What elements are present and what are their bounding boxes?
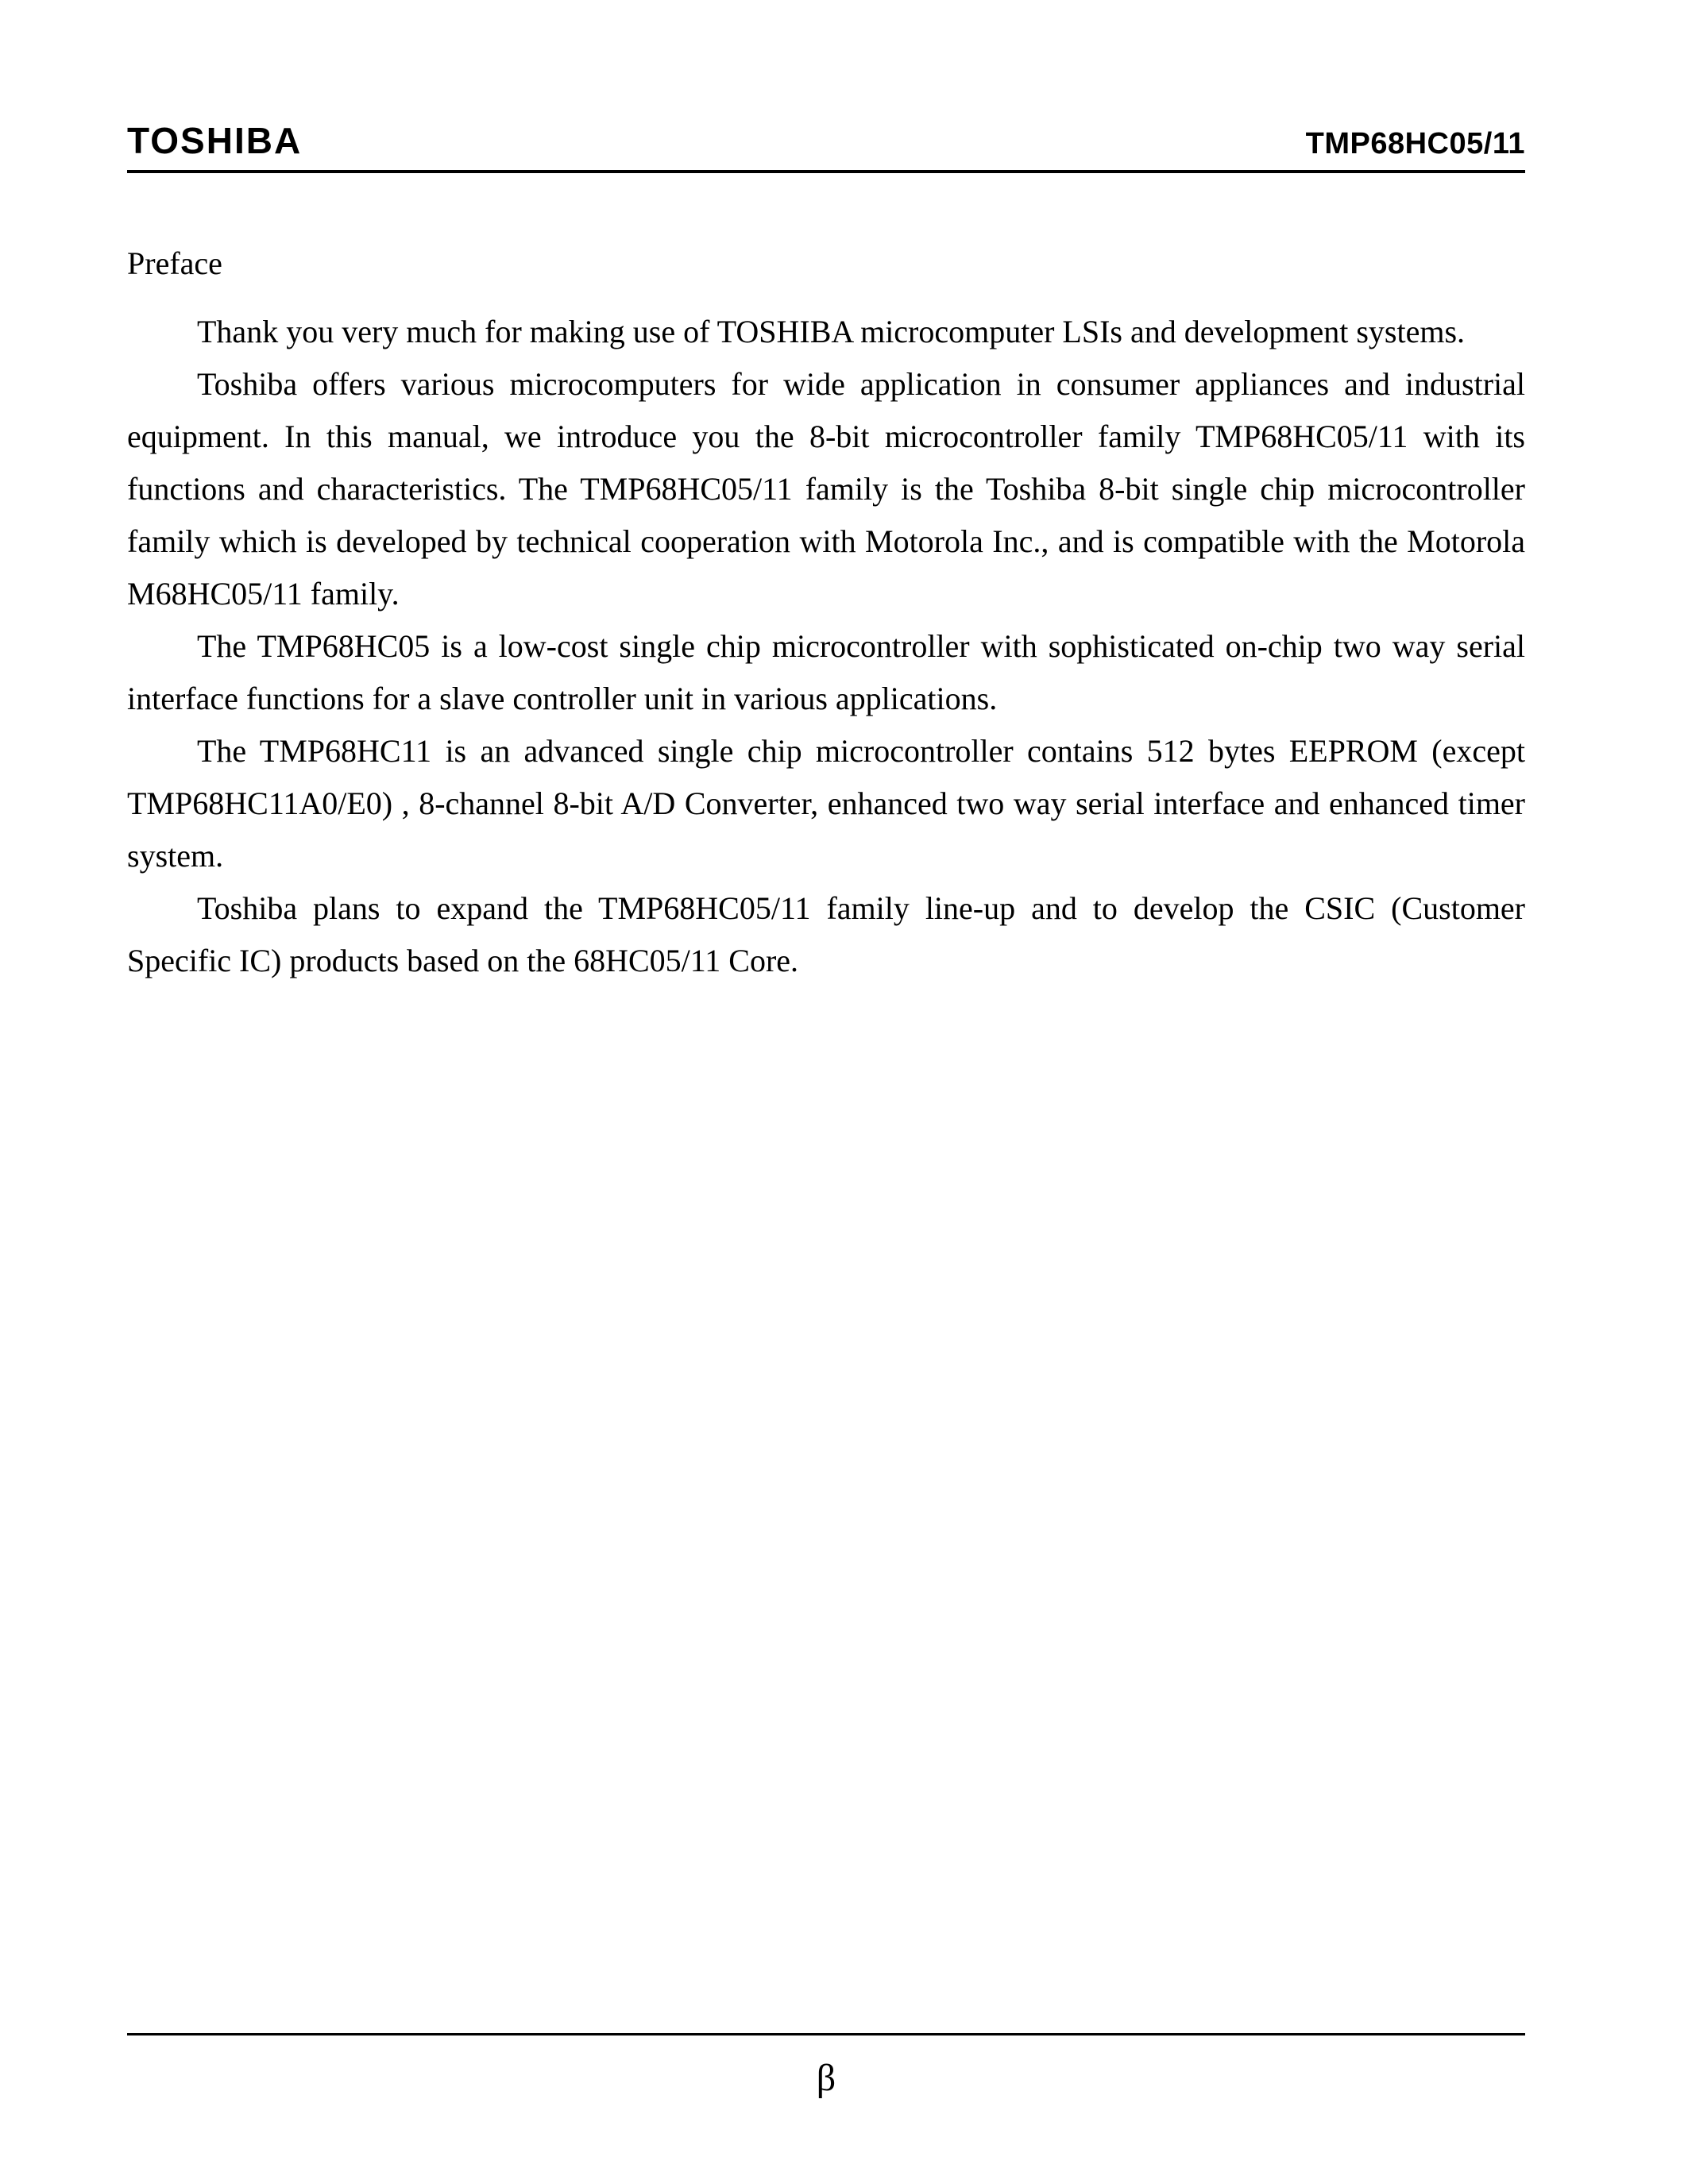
paragraph-1: Thank you very much for making use of TO… <box>127 306 1525 358</box>
paragraph-5: Toshiba plans to expand the TMP68HC05/11… <box>127 882 1525 987</box>
footer-rule <box>127 2033 1525 2035</box>
section-title: Preface <box>127 245 1525 282</box>
document-code: TMP68HC05/11 <box>1306 127 1525 161</box>
paragraph-3: The TMP68HC05 is a low-cost single chip … <box>127 620 1525 725</box>
header-rule <box>127 170 1525 173</box>
brand-label: TOSHIBA <box>127 119 302 162</box>
header-row: TOSHIBA TMP68HC05/11 <box>127 119 1525 168</box>
page-number-symbol: β <box>127 2056 1525 2100</box>
paragraph-4: The TMP68HC11 is an advanced single chip… <box>127 725 1525 882</box>
paragraph-2: Toshiba offers various microcomputers fo… <box>127 358 1525 620</box>
page-content: TOSHIBA TMP68HC05/11 Preface Thank you v… <box>127 119 1525 987</box>
footer: β <box>127 2033 1525 2100</box>
body-text: Thank you very much for making use of TO… <box>127 306 1525 987</box>
